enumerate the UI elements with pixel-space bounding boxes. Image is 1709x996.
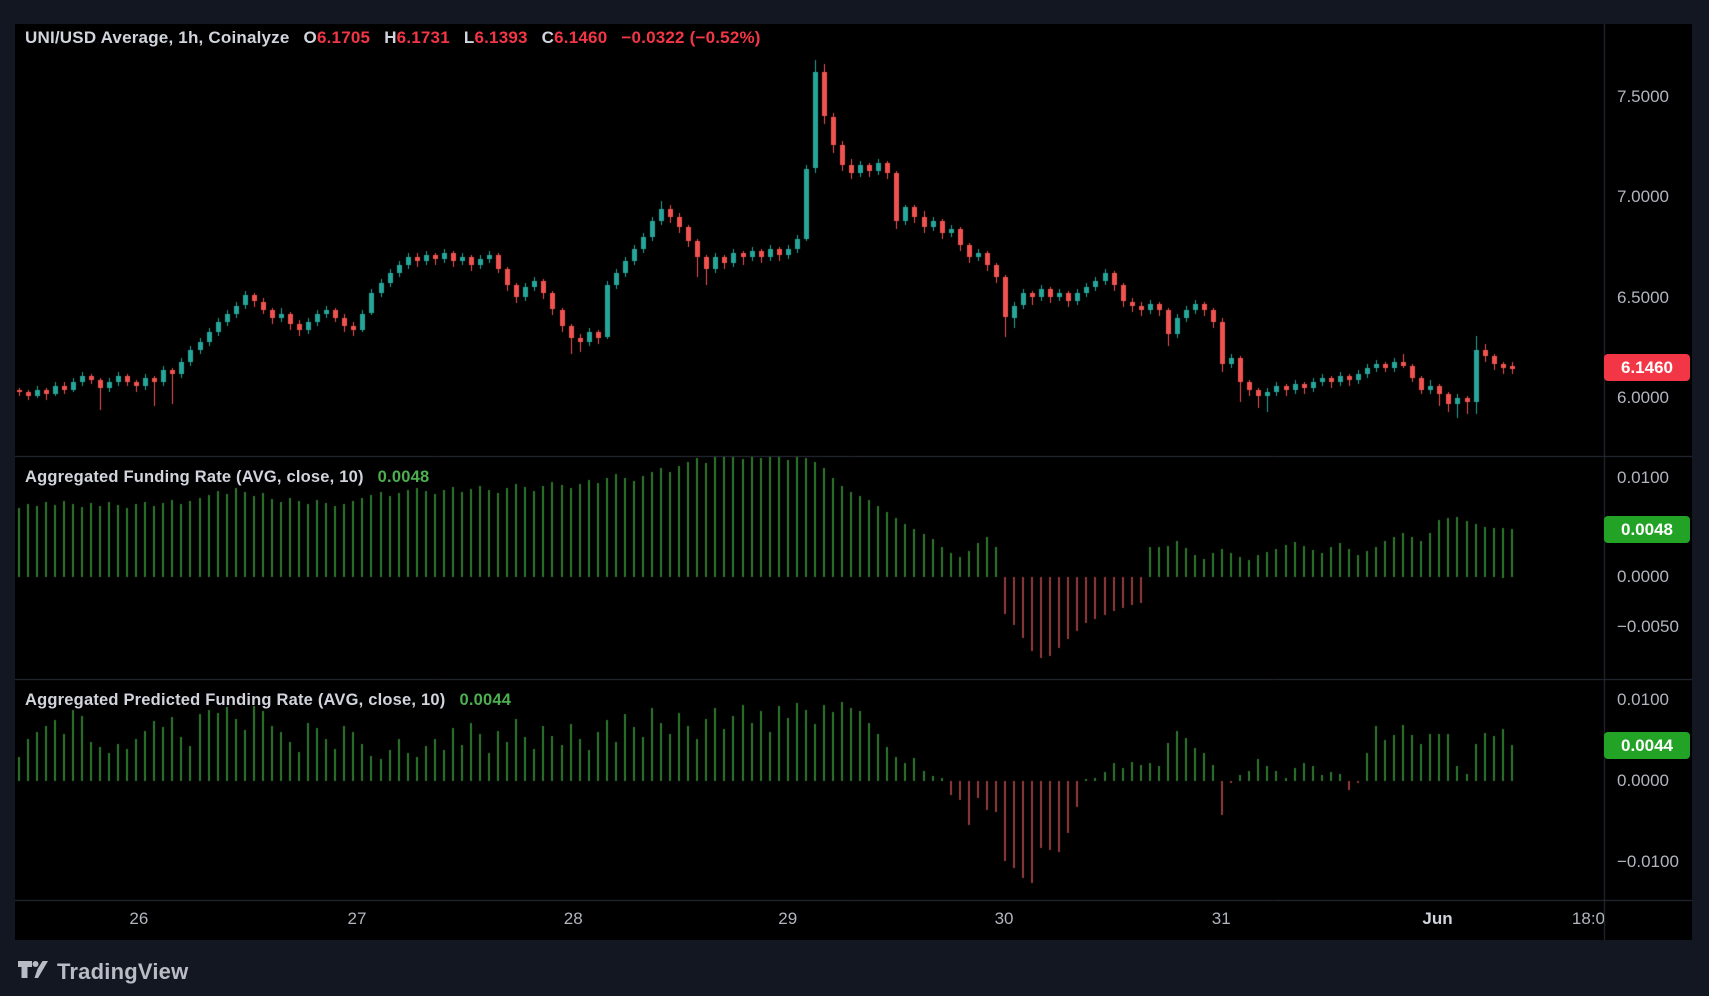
time-axis-label: 26 [129, 909, 149, 928]
ohlc-value: 6.1731 [396, 28, 450, 47]
chart-widget: UNI/USD Average, 1h, Coinalyze O6.1705 H6… [15, 24, 1692, 940]
time-axis-labels: 26 27 28 29 30 31 Jun 18:00 [15, 901, 1604, 940]
ohlc-letter: C [541, 28, 555, 47]
tradingview-logo[interactable]: TradingView [18, 959, 188, 985]
funding-rate-title[interactable]: Aggregated Funding Rate (AVG, close, 10) [25, 468, 364, 486]
ohlc-letter: H [384, 28, 397, 47]
predicted-axis-label: 0.0100 [1617, 689, 1669, 709]
ohlc-letter: L [463, 28, 475, 47]
ohlc-pair: O6.1705 [304, 28, 371, 48]
tradingview-logo-icon [18, 961, 48, 978]
funding-rate-badge: 0.0048 [1604, 516, 1690, 543]
funding-axis-label: 0.0100 [1617, 468, 1669, 487]
predicted-funding-rate-title[interactable]: Aggregated Predicted Funding Rate (AVG, … [25, 691, 446, 709]
ohlc-value: 6.1460 [554, 28, 608, 47]
ohlc-pair: H6.1731 [384, 28, 450, 48]
change-text: −0.0322 (−0.52%) [621, 28, 761, 47]
tradingview-logo-text: TradingView [57, 959, 189, 984]
funding-axis-label: 0.0000 [1617, 567, 1669, 586]
price-axis-label: 7.5000 [1617, 86, 1669, 106]
chart-canvas[interactable] [15, 24, 1692, 940]
time-axis-label: 31 [1211, 909, 1231, 928]
price-axis-label: 6.0000 [1617, 388, 1669, 407]
funding-rate-value: 0.0048 [377, 468, 430, 486]
pane3-legend: Aggregated Predicted Funding Rate (AVG, … [25, 691, 511, 710]
time-axis-label: Jun [1422, 909, 1453, 928]
pane2-legend: Aggregated Funding Rate (AVG, close, 10)… [25, 468, 429, 487]
predicted-axis-label: 0.0000 [1617, 771, 1669, 790]
ohlc-value: 6.1705 [316, 28, 371, 47]
time-axis-label: 29 [778, 909, 798, 928]
time-axis-label: 30 [994, 909, 1014, 928]
price-axis-label: 6.5000 [1617, 287, 1669, 307]
symbol-title[interactable]: UNI/USD Average, 1h, Coinalyze [25, 28, 290, 47]
time-axis-label: 27 [347, 909, 367, 928]
funding-axis-label: −0.0050 [1617, 616, 1679, 636]
ohlc-values: O6.1705 H6.1731 L6.1393 C6.1460 [304, 28, 608, 48]
last-price-badge: 6.1460 [1604, 354, 1690, 381]
ohlc-value: 6.1393 [474, 28, 528, 47]
predicted-funding-rate-value: 0.0044 [459, 691, 512, 709]
pane1-legend: UNI/USD Average, 1h, Coinalyze O6.1705 H6… [25, 28, 761, 48]
predicted-axis-label: −0.0100 [1617, 852, 1679, 872]
time-axis[interactable]: 26 27 28 29 30 31 Jun 18:00 [15, 901, 1692, 940]
ohlc-letter: O [303, 28, 317, 47]
time-axis-label: 28 [563, 909, 583, 928]
ohlc-pair: C6.1460 [542, 28, 608, 48]
time-axis-label: 18:00 [1571, 909, 1604, 928]
footer: TradingView [18, 952, 188, 992]
predicted-funding-rate-badge: 0.0044 [1604, 732, 1690, 759]
price-axis-label: 7.0000 [1617, 187, 1669, 206]
ohlc-pair: L6.1393 [464, 28, 528, 48]
